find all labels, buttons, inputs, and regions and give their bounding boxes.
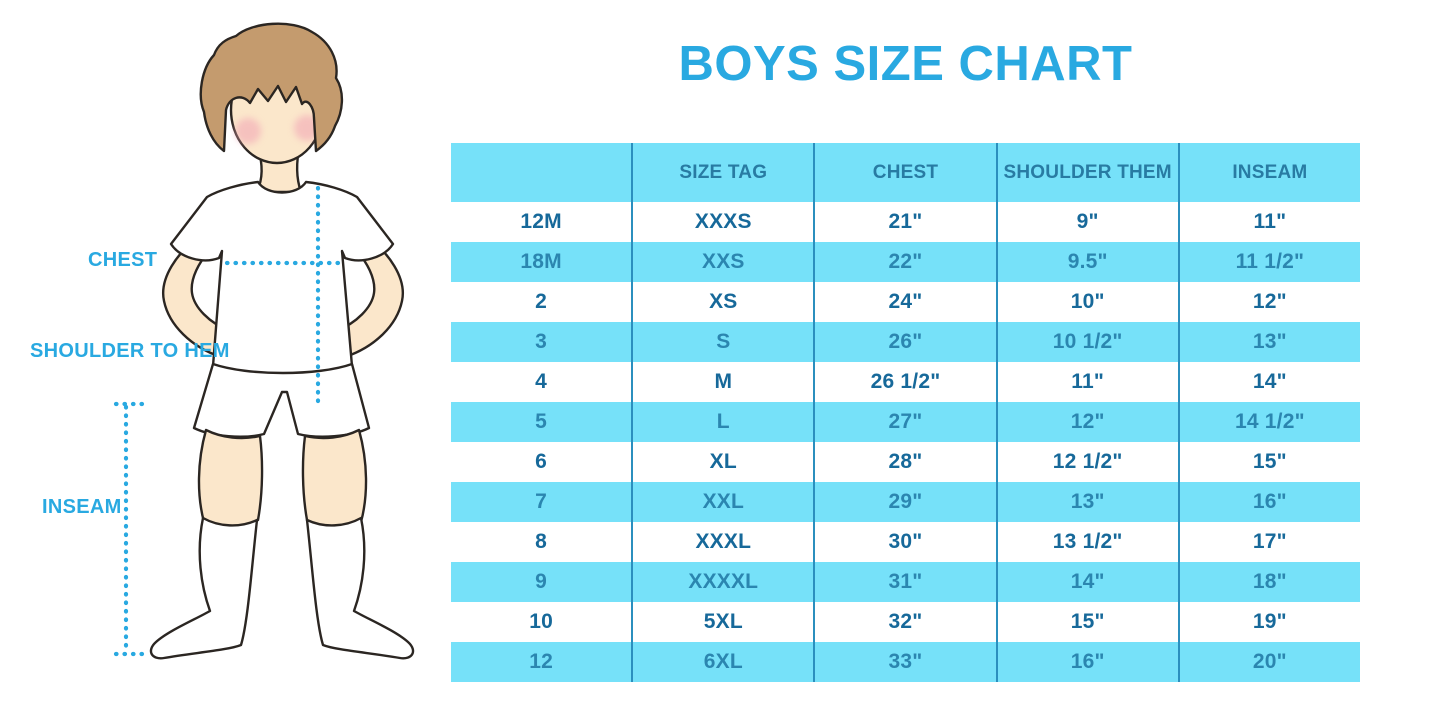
table-cell: 13 1/2": [995, 522, 1179, 562]
column-header: [451, 143, 633, 202]
table-cell: 24": [813, 282, 997, 322]
column-header: SHOULDER THEM: [995, 143, 1179, 202]
table-cell: 21": [813, 202, 997, 242]
table-cell: 12M: [451, 202, 633, 242]
table-cell: 10: [451, 602, 633, 642]
left-sock: [149, 516, 259, 660]
header-row: SIZE TAG CHEST SHOULDER THEM INSEAM: [451, 143, 1360, 202]
table-cell: XXXXL: [631, 562, 815, 602]
table-cell: XXS: [631, 242, 815, 282]
table-row: 5 L 27" 12" 14 1/2": [451, 402, 1360, 442]
column-header: INSEAM: [1177, 143, 1360, 202]
table-cell: XXXS: [631, 202, 815, 242]
table-row: 12 6XL 33" 16" 20": [451, 642, 1360, 682]
shorts: [192, 362, 371, 438]
table-cell: 33": [813, 642, 997, 682]
table-body: 12M XXXS 21" 9" 11" 18M XXS 22" 9.5" 11 1/2" 2 XS 24…: [451, 202, 1360, 682]
table-cell: 9: [451, 562, 633, 602]
table-row: 8 XXXL 30" 13 1/2" 17": [451, 522, 1360, 562]
table-cell: 19": [1177, 602, 1360, 642]
table-row: 3 S 26" 10 1/2" 13": [451, 322, 1360, 362]
table-cell: 14": [1177, 362, 1360, 402]
table-cell: 5XL: [631, 602, 815, 642]
table-cell: XXL: [631, 482, 815, 522]
table-cell: 2: [451, 282, 633, 322]
page-title: BOYS SIZE CHART: [678, 37, 1133, 91]
table-cell: 12 1/2": [995, 442, 1179, 482]
table-row: 10 5XL 32" 15" 19": [451, 602, 1360, 642]
table-cell: 10": [995, 282, 1179, 322]
hair: [199, 22, 344, 153]
table-cell: 28": [813, 442, 997, 482]
right-leg: [301, 428, 368, 528]
table-row: 2 XS 24" 10" 12": [451, 282, 1360, 322]
table-head: SIZE TAG CHEST SHOULDER THEM INSEAM: [451, 143, 1360, 202]
table-row: 9 XXXXL 31" 14" 18": [451, 562, 1360, 602]
table-cell: 13": [995, 482, 1179, 522]
left-leg: [197, 428, 264, 528]
table-cell: 32": [813, 602, 997, 642]
table-cell: 12": [995, 402, 1179, 442]
table-cell: 6XL: [631, 642, 815, 682]
table-cell: 8: [451, 522, 633, 562]
table-cell: 15": [995, 602, 1179, 642]
table-cell: 18M: [451, 242, 633, 282]
table-cell: XL: [631, 442, 815, 482]
left-cheek: [235, 118, 261, 144]
inseam-label: INSEAM: [42, 496, 122, 518]
right-sock: [305, 516, 415, 660]
table-cell: 12: [451, 642, 633, 682]
table-cell: 26 1/2": [813, 362, 997, 402]
table-cell: 11 1/2": [1177, 242, 1360, 282]
table-cell: 14 1/2": [1177, 402, 1360, 442]
table-cell: S: [631, 322, 815, 362]
table-cell: 11": [1177, 202, 1360, 242]
table-cell: 13": [1177, 322, 1360, 362]
table-cell: 11": [995, 362, 1179, 402]
table-cell: 3: [451, 322, 633, 362]
table-cell: XS: [631, 282, 815, 322]
column-header: CHEST: [813, 143, 997, 202]
table-cell: 15": [1177, 442, 1360, 482]
table-cell: 29": [813, 482, 997, 522]
size-table: SIZE TAG CHEST SHOULDER THEM INSEAM 12M XXXS…: [451, 143, 1360, 682]
table-row: 4 M 26 1/2" 11" 14": [451, 362, 1360, 402]
table-row: 12M XXXS 21" 9" 11": [451, 202, 1360, 242]
chest-label: CHEST: [88, 249, 158, 271]
table-cell: M: [631, 362, 815, 402]
table-row: 7 XXL 29" 13" 16": [451, 482, 1360, 522]
table-cell: 6: [451, 442, 633, 482]
table-cell: XXXL: [631, 522, 815, 562]
table-cell: 27": [813, 402, 997, 442]
table-cell: 7: [451, 482, 633, 522]
table-cell: 30": [813, 522, 997, 562]
table-cell: 31": [813, 562, 997, 602]
table-cell: 17": [1177, 522, 1360, 562]
column-header: SIZE TAG: [631, 143, 815, 202]
table-cell: 18": [1177, 562, 1360, 602]
table-cell: 16": [995, 642, 1179, 682]
table-cell: 5: [451, 402, 633, 442]
shoulder-to-hem-label: SHOULDER TO HEM: [30, 340, 230, 362]
table-cell: 10 1/2": [995, 322, 1179, 362]
table-cell: 12": [1177, 282, 1360, 322]
boy-illustration: [113, 22, 415, 660]
table-cell: 22": [813, 242, 997, 282]
table-cell: 16": [1177, 482, 1360, 522]
table-cell: 20": [1177, 642, 1360, 682]
table-cell: 4: [451, 362, 633, 402]
table-cell: L: [631, 402, 815, 442]
table-row: 6 XL 28" 12 1/2" 15": [451, 442, 1360, 482]
table-cell: 26": [813, 322, 997, 362]
table-row: 18M XXS 22" 9.5" 11 1/2": [451, 242, 1360, 282]
table-cell: 9": [995, 202, 1179, 242]
table-cell: 9.5": [995, 242, 1179, 282]
table-cell: 14": [995, 562, 1179, 602]
